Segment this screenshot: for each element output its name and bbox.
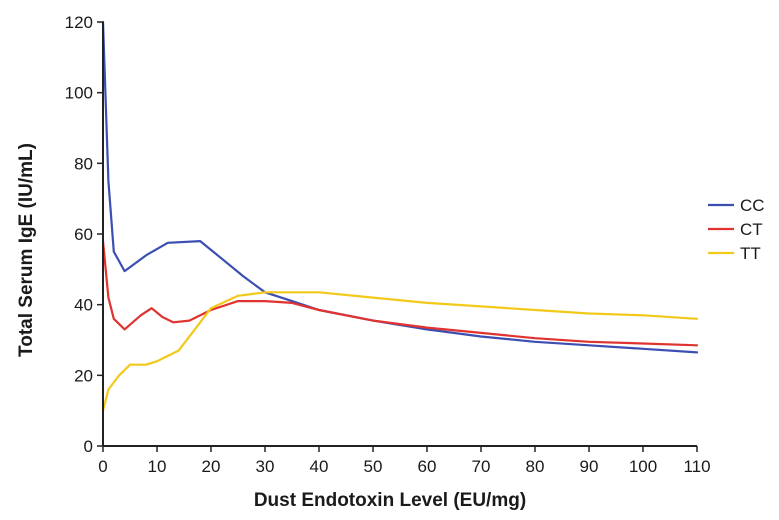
y-tick-label: 120	[65, 13, 93, 32]
y-tick-label: 40	[74, 296, 93, 315]
series-line-cc	[101, 20, 699, 354]
series-line-ct	[101, 240, 699, 347]
y-tick-label: 0	[84, 437, 93, 456]
y-tick-label: 80	[74, 154, 93, 173]
series-line-tt	[101, 291, 699, 412]
x-tick-label: 40	[310, 457, 329, 476]
y-axis-title: Total Serum IgE (IU/mL)	[16, 143, 37, 357]
x-tick-label: 90	[580, 457, 599, 476]
x-tick-label: 20	[202, 457, 221, 476]
x-tick-label: 10	[148, 457, 167, 476]
y-tick-label: 100	[65, 84, 93, 103]
x-axis-title: Dust Endotoxin Level (EU/mg)	[254, 490, 526, 511]
x-tick-label: 110	[683, 457, 710, 476]
x-tick-label: 30	[256, 457, 275, 476]
x-tick-label: 0	[98, 457, 107, 476]
legend: CC CT TT	[708, 196, 765, 263]
x-tick-label: 100	[629, 457, 657, 476]
legend-label-cc: CC	[740, 196, 765, 215]
x-tick-label: 70	[472, 457, 491, 476]
legend-label-ct: CT	[740, 220, 763, 239]
x-tick-label: 60	[418, 457, 437, 476]
x-tick-label: 50	[364, 457, 383, 476]
legend-label-tt: TT	[740, 244, 761, 263]
x-tick-label: 80	[526, 457, 545, 476]
y-tick-label: 60	[74, 225, 93, 244]
y-tick-label: 20	[74, 366, 93, 385]
